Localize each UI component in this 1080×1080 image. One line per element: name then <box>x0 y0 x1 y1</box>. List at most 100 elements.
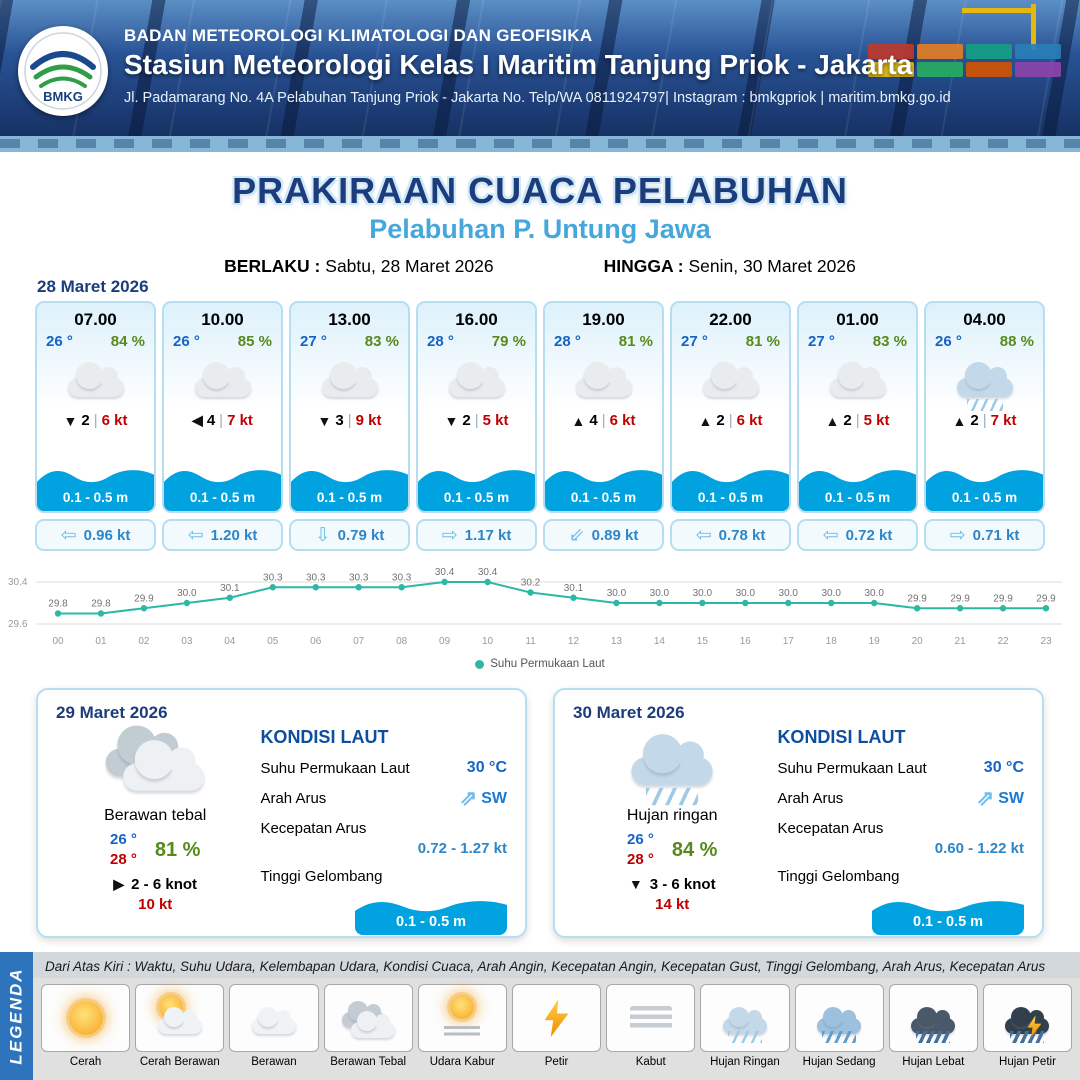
card-weather-icon <box>418 350 535 410</box>
rain-light-legend-icon <box>716 992 774 1044</box>
panel-weather-icon <box>103 723 207 807</box>
panel-weather-column: Berawan tebal 26 ° 28 ° 81 % ▶ 2 - 6 knot 10 k… <box>56 725 254 935</box>
svg-text:30.0: 30.0 <box>650 588 670 599</box>
rain-heavy-legend-icon <box>904 992 962 1044</box>
svg-text:30.3: 30.3 <box>306 572 326 583</box>
legend-item-lightning: Petir <box>511 984 602 1068</box>
svg-text:30.0: 30.0 <box>821 588 841 599</box>
sst-label: Suhu Permukaan Laut <box>260 759 410 777</box>
panel-body: Berawan tebal 26 ° 28 ° 81 % ▶ 2 - 6 knot 10 k… <box>56 725 507 935</box>
rain-lines-icon <box>1010 1031 1045 1043</box>
title-section: PRAKIRAAN CUACA PELABUHAN Pelabuhan P. U… <box>0 170 1080 277</box>
svg-text:29.9: 29.9 <box>993 593 1013 604</box>
legend-item-label: Hujan Petir <box>999 1056 1056 1068</box>
legend-item-sun-cloud: Cerah Berawan <box>135 984 225 1068</box>
wind-value: 4 <box>206 412 216 429</box>
wind-separator: | <box>982 412 987 429</box>
chart-legend-dot-icon <box>475 659 485 669</box>
rain-cloud-icon <box>911 1007 956 1034</box>
card-humidity: 83 % <box>872 333 907 350</box>
card-time: 10.00 <box>201 310 244 329</box>
lightning-legend-icon <box>528 992 586 1044</box>
light-rain-icon <box>949 354 1021 411</box>
card-humidity: 81 % <box>618 333 653 350</box>
card-temperature: 26 ° <box>46 333 73 350</box>
temp-humidity-row: 26 ° 88 % <box>926 330 1043 350</box>
sea-conditions-column: KONDISI LAUT Suhu Permukaan Laut 30 °C Arah… <box>254 725 507 935</box>
wind-separator: | <box>728 412 733 429</box>
sea-conditions-title: KONDISI LAUT <box>260 727 389 747</box>
current-badge: ⇦ 1.20 kt <box>162 519 283 551</box>
current-direction-icon: ⇨ <box>949 524 966 546</box>
wave-height-row: Tinggi Gelombang 0.1 - 0.5 m <box>777 868 1024 935</box>
validity-row: BERLAKU : Sabtu, 28 Maret 2026 HINGGA : … <box>0 256 1080 277</box>
current-speed-value: 0.89 kt <box>591 526 639 544</box>
legend-item-cloud: Berawan <box>229 984 319 1068</box>
temp-humidity-row: 27 ° 81 % <box>672 330 789 350</box>
valid-until: HINGGA : Senin, 30 Maret 2026 <box>603 256 856 276</box>
wave-graphic <box>926 470 1043 511</box>
wind-value: 4 <box>589 412 598 429</box>
wave-height-badge: 0.1 - 0.5 m <box>545 459 662 511</box>
svg-text:29.9: 29.9 <box>950 593 970 604</box>
wind-speed: 7 kt <box>990 412 1017 429</box>
panel-date: 30 Maret 2026 <box>573 703 685 722</box>
temperature-range: 26 ° 28 ° <box>110 830 137 871</box>
cloud-icon <box>314 354 386 406</box>
wind-range: 2 - 6 knot <box>131 875 198 893</box>
temp-humidity-row: 26 ° 85 % <box>164 330 281 350</box>
wave-graphic <box>545 470 662 511</box>
humidity-value: 84 % <box>671 838 718 861</box>
sun-legend-icon <box>57 992 115 1044</box>
cloud-thick-legend-icon <box>339 992 397 1044</box>
wind-value: 3 <box>335 412 344 429</box>
svg-text:29.8: 29.8 <box>48 599 68 610</box>
card-humidity: 81 % <box>745 333 780 350</box>
contact-line: Jl. Padamarang No. 4A Pelabuhan Tanjung … <box>124 90 951 106</box>
current-speed-row: Kecepatan Arus 0.60 - 1.22 kt <box>777 820 1024 857</box>
sun-icon <box>450 995 475 1019</box>
wave-height-value: 0.1 - 0.5 m <box>62 490 129 505</box>
wind-direction-icon: ▼ <box>628 876 643 892</box>
forecast-card-main: 07.00 26 ° 84 % ▼ 2 | 6 kt 0.1 - 0.5 m <box>35 301 156 513</box>
wave-height-badge: 0.1 - 0.5 m <box>418 459 535 511</box>
sst-value: 30 °C <box>983 759 1024 776</box>
card-weather-icon <box>545 350 662 410</box>
bmkg-logo-graphic: BMKG <box>24 32 102 110</box>
svg-text:30.4: 30.4 <box>435 567 455 578</box>
cloud-icon <box>251 1007 296 1034</box>
svg-text:22: 22 <box>997 636 1009 647</box>
svg-text:29.9: 29.9 <box>907 593 927 604</box>
wind-direction-icon: ▶ <box>113 875 125 892</box>
card-temperature: 28 ° <box>554 333 581 350</box>
wind-row: ▲ 2 | 6 kt <box>672 412 789 429</box>
svg-text:30.2: 30.2 <box>521 578 541 589</box>
legend-icon-box <box>417 984 507 1052</box>
wave-height-value: 0.1 - 0.5 m <box>316 490 383 505</box>
wind-value: 2 <box>716 412 725 429</box>
front-cloud-icon <box>351 1011 396 1038</box>
temp-min: 26 ° <box>109 831 137 848</box>
svg-text:30.3: 30.3 <box>349 572 369 583</box>
current-speed-value: 0.60 - 1.22 kt <box>934 840 1024 857</box>
haze-legend-icon <box>433 992 491 1044</box>
cloud-icon <box>60 354 132 406</box>
legend-icon-box <box>135 984 225 1052</box>
card-time: 16.00 <box>455 310 498 329</box>
station-name: Stasiun Meteorologi Kelas I Maritim Tanj… <box>124 49 913 80</box>
svg-text:23: 23 <box>1040 636 1052 647</box>
wind-value: 2 <box>843 412 852 429</box>
svg-text:29.6: 29.6 <box>8 619 28 630</box>
wind-separator: | <box>855 412 860 429</box>
panel-body: Hujan ringan 26 ° 28 ° 84 % ▼ 3 - 6 knot 14 kt… <box>573 725 1024 935</box>
wind-direction-icon: ▼ <box>317 412 332 429</box>
wind-direction-icon: ▲ <box>952 412 967 429</box>
forecast-card-10.00: 10.00 26 ° 85 % ◀ 4 | 7 kt 0.1 - 0.5 m ⇦ 1.20 kt <box>162 301 283 551</box>
card-time: 01.00 <box>836 310 879 329</box>
wind-speed: 6 kt <box>736 412 763 429</box>
legend-icon-box <box>794 984 884 1052</box>
legend-items: Cerah Cerah Berawan Berawan Berawan Tebal Ud… <box>33 978 1080 1068</box>
chart-legend-label: Suhu Permukaan Laut <box>490 658 605 670</box>
sst-label: Suhu Permukaan Laut <box>777 759 927 777</box>
card-temperature: 26 ° <box>173 333 200 350</box>
